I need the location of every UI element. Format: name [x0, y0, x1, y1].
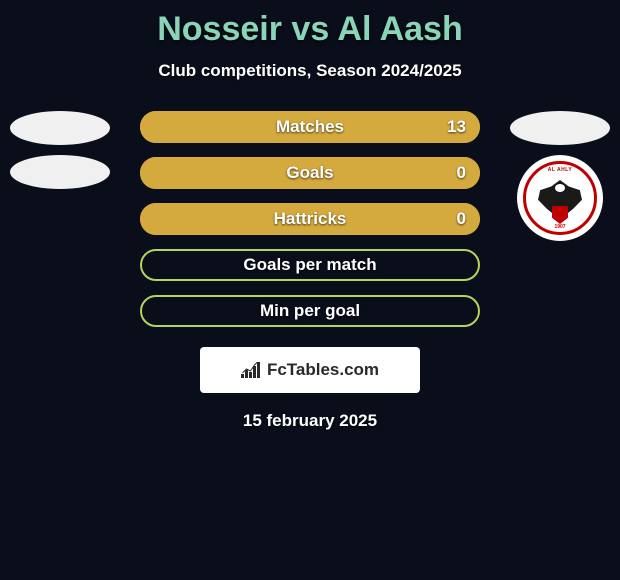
bar-right-value: 0 — [457, 209, 466, 229]
club-text-bottom: 1907 — [554, 224, 565, 230]
bar-label: Min per goal — [260, 301, 360, 321]
bar-right-value: 0 — [457, 163, 466, 183]
right-avatar-stack: AL AHLY 1907 — [510, 111, 610, 241]
branding-box[interactable]: FcTables.com — [200, 347, 420, 393]
bar-label: Matches — [276, 117, 344, 137]
comparison-bar: Min per goal — [140, 295, 480, 327]
comparison-bars: Matches 13 Goals 0 Hattricks 0 Goals per match… — [140, 111, 480, 327]
bar-label: Goals per match — [243, 255, 376, 275]
comparison-bar: Matches 13 — [140, 111, 480, 143]
bar-label: Goals — [286, 163, 333, 183]
date-text: 15 february 2025 — [0, 411, 620, 431]
club-avatar-placeholder — [10, 155, 110, 189]
comparison-bar: Goals per match — [140, 249, 480, 281]
al-ahly-badge: AL AHLY 1907 — [517, 155, 603, 241]
comparison-bar: Hattricks 0 — [140, 203, 480, 235]
player-avatar-placeholder — [510, 111, 610, 145]
branding-text: FcTables.com — [267, 360, 379, 380]
left-avatar-stack — [10, 111, 110, 189]
player-avatar-placeholder — [10, 111, 110, 145]
al-ahly-badge-inner: AL AHLY 1907 — [523, 161, 597, 235]
page-title: Nosseir vs Al Aash — [0, 0, 620, 49]
bar-chart-icon — [241, 362, 261, 378]
bar-right-value: 13 — [447, 117, 466, 137]
comparison-area: AL AHLY 1907 Matches13Goals0Hattricks0Go… — [0, 111, 620, 327]
club-text-top: AL AHLY — [548, 167, 572, 173]
bar-label: Hattricks — [274, 209, 347, 229]
comparison-bar: Goals 0 — [140, 157, 480, 189]
subtitle: Club competitions, Season 2024/2025 — [0, 61, 620, 81]
shield-icon — [552, 206, 568, 224]
